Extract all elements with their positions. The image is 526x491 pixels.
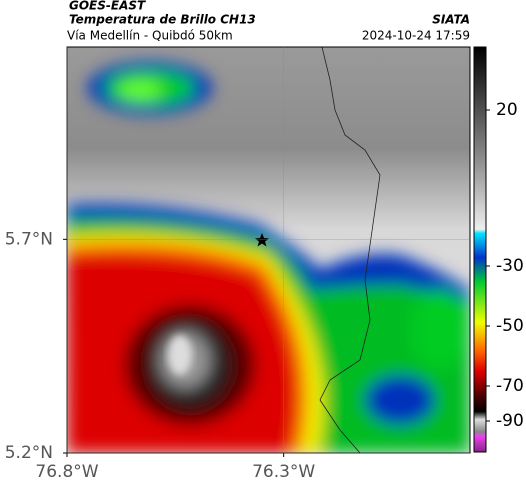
satellite-image [67,47,470,453]
colorbar-tick-label: -30 [496,256,524,276]
colorbar [473,46,487,453]
timestamp: 2024-10-24 17:59 [362,29,470,43]
y-tick-label: 5.2°N [5,443,53,463]
x-tick-label: 76.8°W [35,462,98,482]
x-tick-label: 76.3°W [252,462,315,482]
product: Temperatura de Brillo CH13 [69,13,256,27]
y-tick-label: 5.7°N [5,229,53,249]
colorbar-tick-label: -70 [496,376,524,396]
source: SIATA [432,13,470,27]
route: Vía Medellín - Quibdó 50km [67,29,233,43]
colorbar-tick-label: -50 [496,316,524,336]
colorbar-tick-label: -90 [496,411,524,431]
colorbar-tick-label: 20 [496,100,518,120]
satellite: GOES-EAST [69,0,146,13]
location-star [255,233,269,247]
